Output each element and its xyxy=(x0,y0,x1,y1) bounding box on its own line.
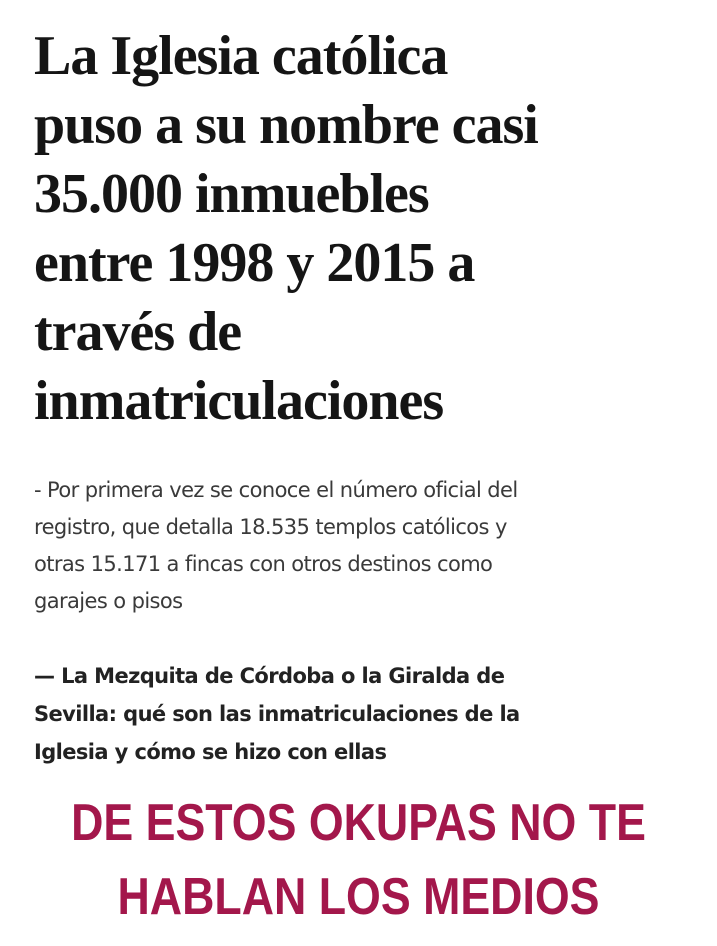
related-line: Sevilla: qué son las inmatriculaciones d… xyxy=(34,702,520,726)
related-link: — La Mezquita de Córdoba o la Giralda de… xyxy=(34,657,520,771)
subtitle-line: - Por primera vez se conoce el número of… xyxy=(34,478,518,502)
caption-line: HABLAN LOS MEDIOS xyxy=(117,868,600,926)
subtitle-line: garajes o pisos xyxy=(34,589,183,613)
subtitle: - Por primera vez se conoce el número of… xyxy=(34,472,518,620)
caption: DE ESTOS OKUPAS NO TE HABLAN LOS MEDIOS xyxy=(0,786,717,934)
related-line: — La Mezquita de Córdoba o la Giralda de xyxy=(34,664,505,688)
headline-line: puso a su nombre casi xyxy=(34,94,539,156)
headline-line: entre 1998 y 2015 a xyxy=(34,232,475,294)
headline-line: través de xyxy=(34,301,242,363)
subtitle-line: registro, que detalla 18.535 templos cat… xyxy=(34,515,507,539)
caption-line: DE ESTOS OKUPAS NO TE xyxy=(71,794,646,852)
subtitle-line: otras 15.171 a fincas con otros destinos… xyxy=(34,552,493,576)
related-line: Iglesia y cómo se hizo con ellas xyxy=(34,740,387,764)
headline-line: La Iglesia católica xyxy=(34,25,448,87)
headline: La Iglesia católica puso a su nombre casi… xyxy=(34,22,539,436)
headline-line: 35.000 inmuebles xyxy=(34,163,430,225)
headline-line: inmatriculaciones xyxy=(34,370,444,432)
